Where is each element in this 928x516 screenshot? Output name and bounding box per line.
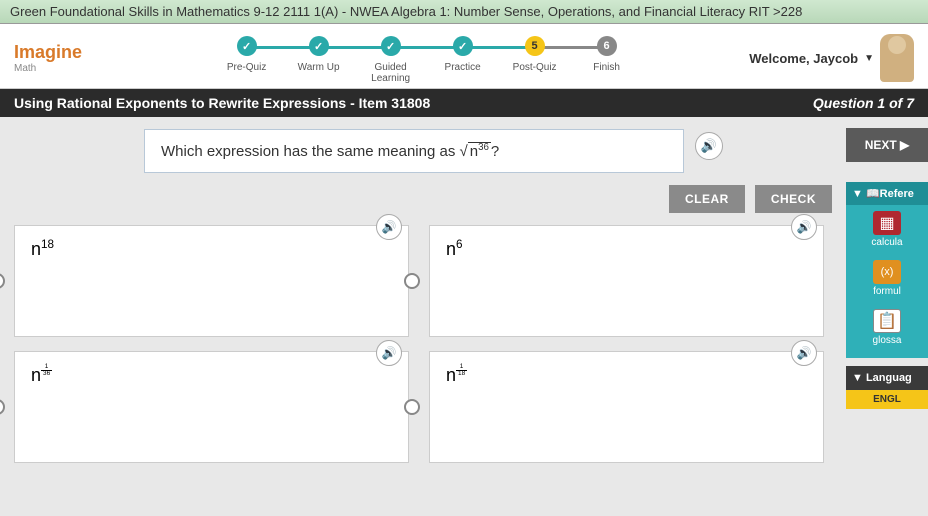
question-box: Which expression has the same meaning as… <box>144 129 684 173</box>
logo: Imagine Math <box>14 42 104 74</box>
answer-expression: n18 <box>31 239 54 259</box>
formula-icon: (x) <box>873 260 901 284</box>
lesson-title: Using Rational Exponents to Rewrite Expr… <box>14 95 430 111</box>
sidebar: NEXT ▶ ▼ 📖Refere ▦ calcula (x) formul 📋 … <box>846 128 928 409</box>
lesson-bar: Using Rational Exponents to Rewrite Expr… <box>0 89 928 117</box>
step-label: Warm Up <box>298 62 340 73</box>
step-practice[interactable]: ✓ Practice <box>427 36 499 73</box>
answer-radio[interactable] <box>404 273 420 289</box>
glossary-tool[interactable]: 📋 glossa <box>846 309 928 346</box>
language-english[interactable]: ENGL <box>846 390 928 409</box>
language-header[interactable]: ▼ Languag <box>846 366 928 390</box>
answer-expression: n6 <box>446 239 463 259</box>
answer-radio[interactable] <box>0 273 5 289</box>
formula-tool[interactable]: (x) formul <box>846 260 928 297</box>
step-dot: 5 <box>525 36 545 56</box>
audio-icon[interactable]: 🔊 <box>791 340 817 366</box>
logo-subtitle: Math <box>14 63 104 74</box>
next-button[interactable]: NEXT ▶ <box>846 128 928 162</box>
step-label: Post-Quiz <box>513 62 557 73</box>
answer-option[interactable]: 🔊n6 <box>429 225 824 337</box>
step-label: Guided Learning <box>355 62 427 84</box>
answer-radio[interactable] <box>404 399 420 415</box>
course-title-bar: Green Foundational Skills in Mathematics… <box>0 0 928 24</box>
question-suffix: ? <box>491 143 499 160</box>
step-pre-quiz[interactable]: ✓ Pre-Quiz <box>211 36 283 73</box>
step-dot: 6 <box>597 36 617 56</box>
step-label: Practice <box>445 62 481 73</box>
step-post-quiz[interactable]: 5 Post-Quiz <box>499 36 571 73</box>
step-connector <box>535 46 607 49</box>
step-connector <box>391 46 463 49</box>
dropdown-icon: ▼ <box>864 53 874 64</box>
calculator-icon: ▦ <box>873 211 901 235</box>
welcome-text: Welcome, Jaycob <box>749 51 858 66</box>
step-label: Finish <box>593 62 620 73</box>
audio-icon[interactable]: 🔊 <box>376 340 402 366</box>
question-counter: Question 1 of 7 <box>813 95 914 111</box>
step-label: Pre-Quiz <box>227 62 266 73</box>
audio-icon[interactable]: 🔊 <box>376 214 402 240</box>
action-buttons: CLEAR CHECK <box>669 185 832 213</box>
step-dot: ✓ <box>381 36 401 56</box>
step-finish[interactable]: 6 Finish <box>571 36 643 73</box>
answer-option[interactable]: 🔊n136 <box>14 351 409 463</box>
answer-option[interactable]: 🔊n118 <box>429 351 824 463</box>
calculator-tool[interactable]: ▦ calcula <box>846 211 928 248</box>
step-connector <box>247 46 319 49</box>
answer-option[interactable]: 🔊n18 <box>14 225 409 337</box>
avatar <box>880 34 914 82</box>
welcome-block[interactable]: Welcome, Jaycob ▼ <box>749 34 914 82</box>
glossary-icon: 📋 <box>873 309 901 333</box>
check-button[interactable]: CHECK <box>755 185 832 213</box>
progress-steps: ✓ Pre-Quiz ✓ Warm Up ✓ Guided Learning ✓ Practi… <box>104 36 749 84</box>
step-warm-up[interactable]: ✓ Warm Up <box>283 36 355 73</box>
answer-grid: 🔊n18🔊n6🔊n136🔊n118 <box>14 225 824 463</box>
references-panel[interactable]: ▼ 📖Refere ▦ calcula (x) formul 📋 glossa <box>846 182 928 358</box>
answer-expression: n118 <box>446 365 467 385</box>
answer-expression: n136 <box>31 365 52 385</box>
references-header[interactable]: ▼ 📖Refere <box>846 182 928 205</box>
course-title: Green Foundational Skills in Mathematics… <box>10 4 802 19</box>
step-dot: ✓ <box>237 36 257 56</box>
answer-radio[interactable] <box>0 399 5 415</box>
question-expression: √n36 <box>459 142 490 160</box>
content-area: Which expression has the same meaning as… <box>0 117 928 505</box>
logo-title: Imagine <box>14 42 104 63</box>
clear-button[interactable]: CLEAR <box>669 185 745 213</box>
question-prefix: Which expression has the same meaning as <box>161 143 459 160</box>
step-connector <box>319 46 391 49</box>
step-connector <box>463 46 535 49</box>
step-dot: ✓ <box>453 36 473 56</box>
audio-icon[interactable]: 🔊 <box>695 132 723 160</box>
step-guided-learning[interactable]: ✓ Guided Learning <box>355 36 427 84</box>
step-dot: ✓ <box>309 36 329 56</box>
header: Imagine Math ✓ Pre-Quiz ✓ Warm Up ✓ Guided Le… <box>0 24 928 89</box>
audio-icon[interactable]: 🔊 <box>791 214 817 240</box>
